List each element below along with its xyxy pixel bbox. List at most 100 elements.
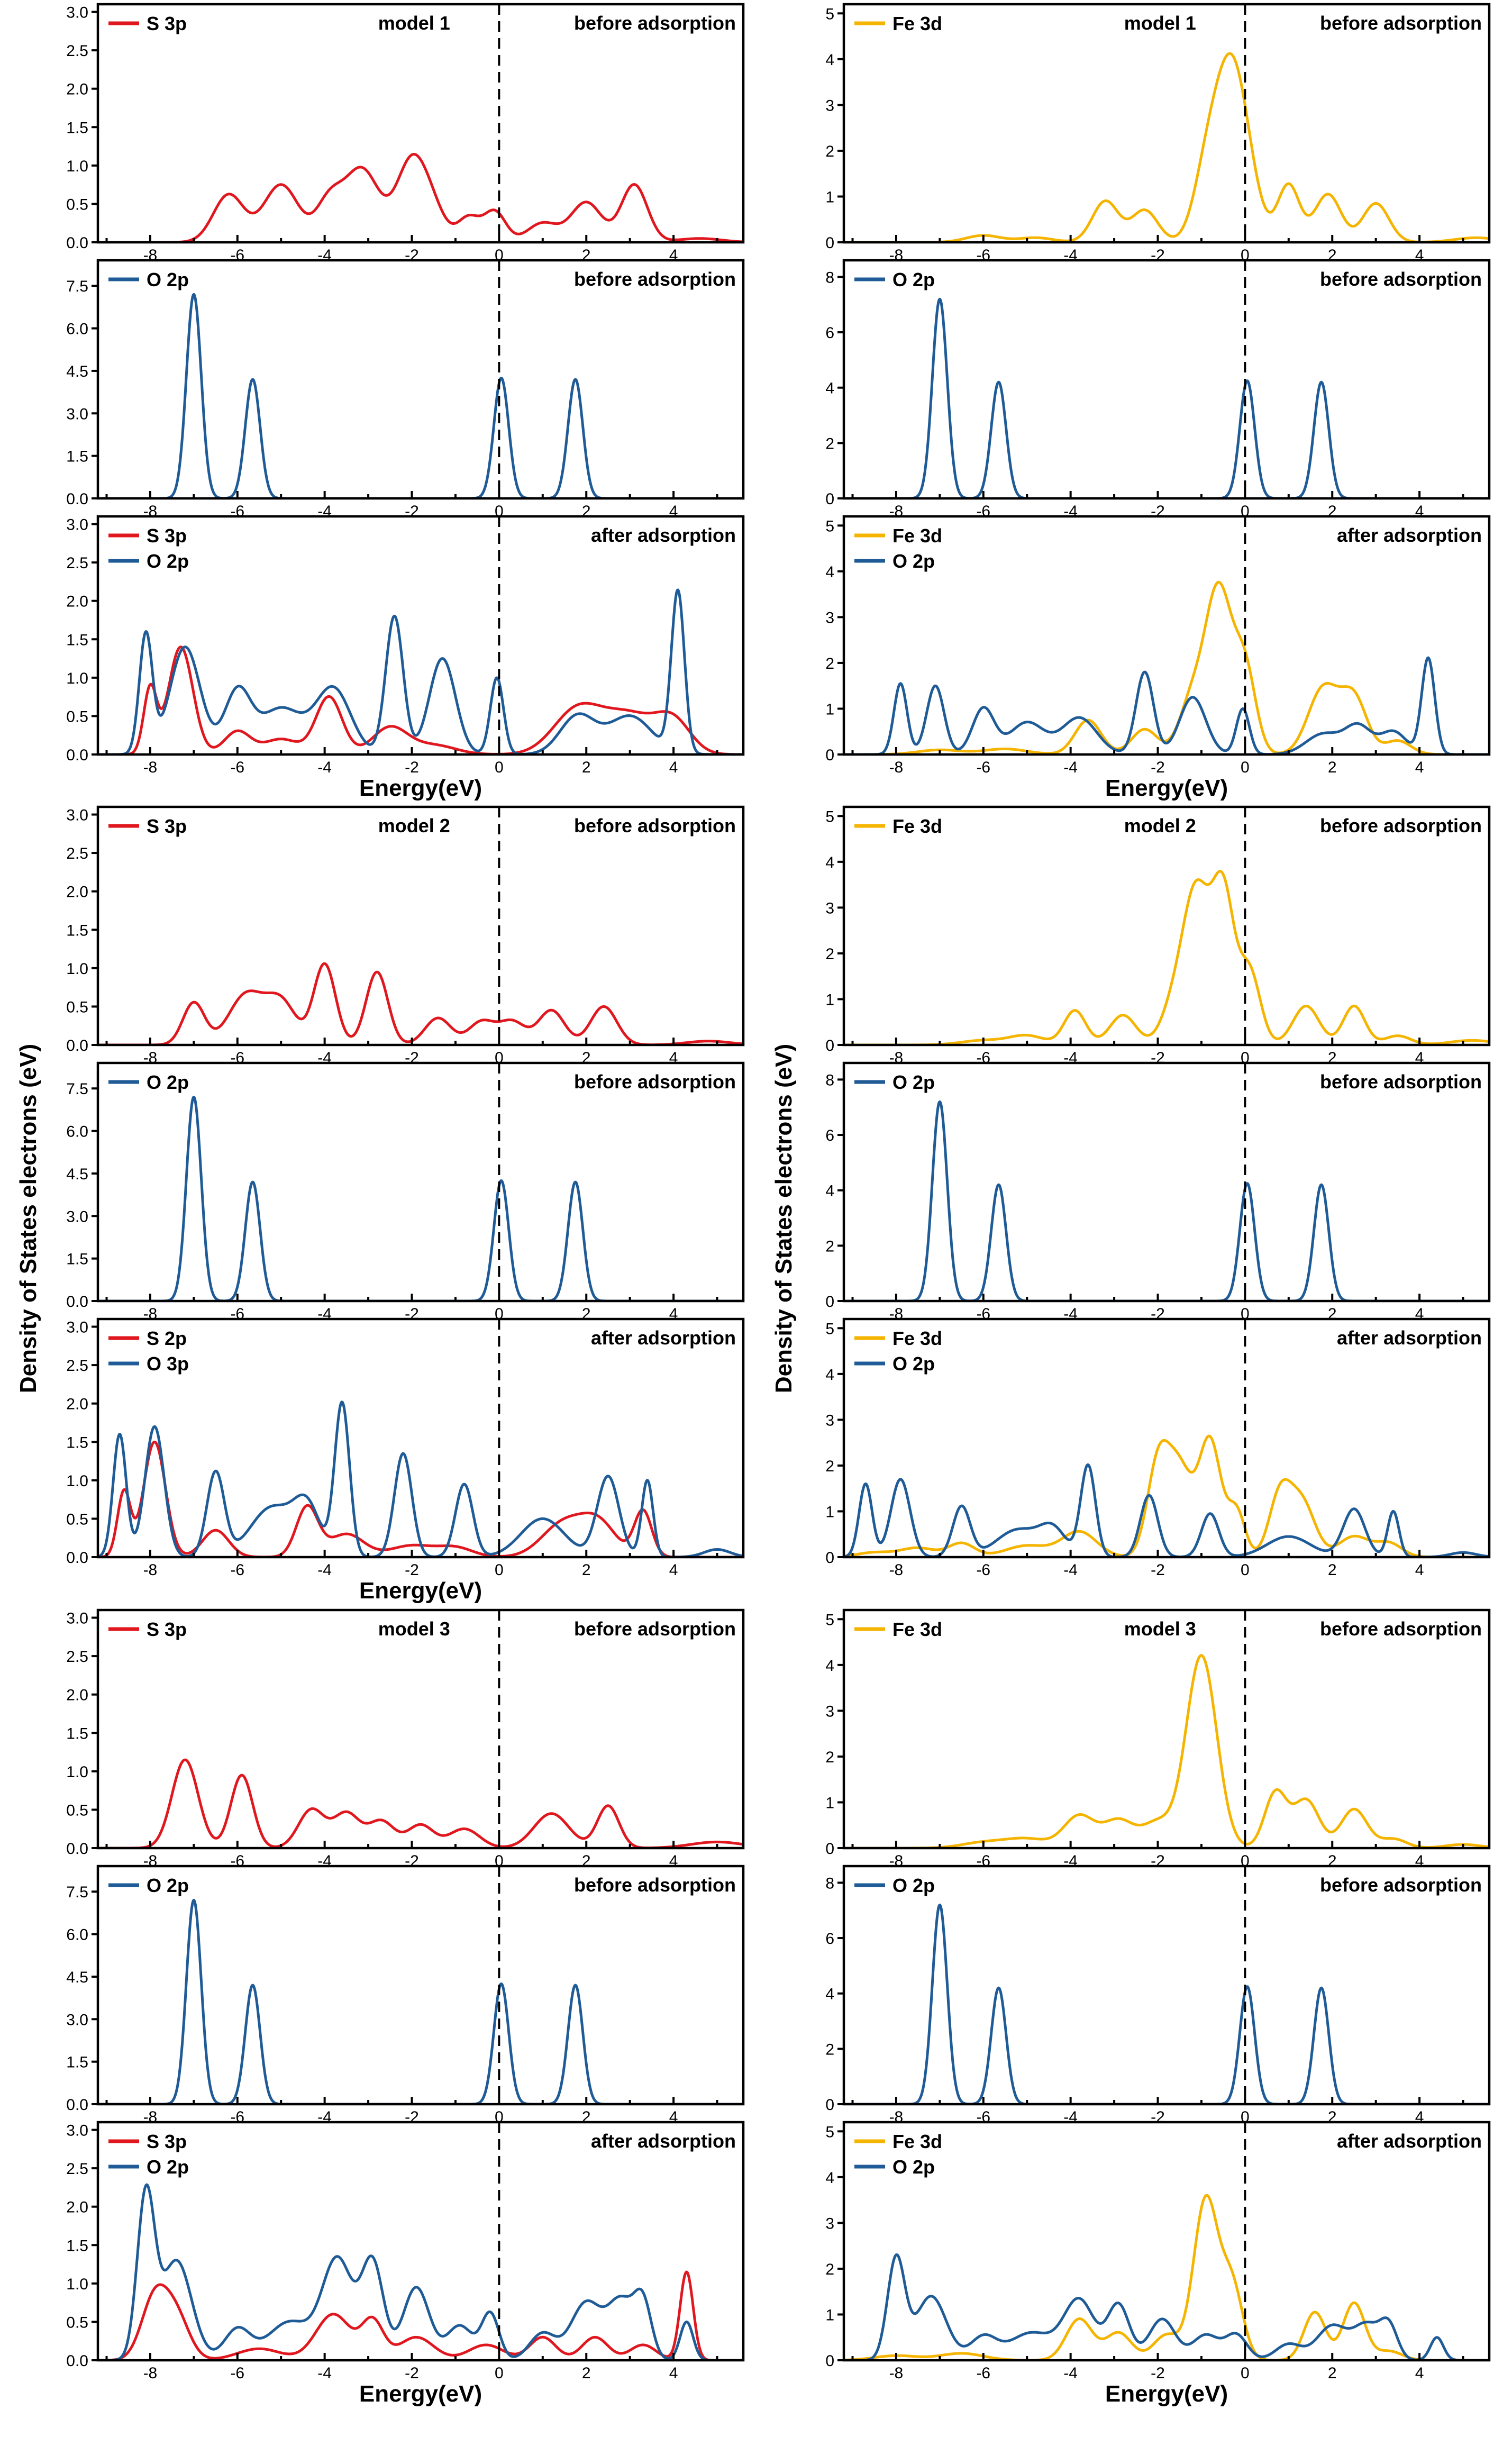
panel-left-1-ytick-label: 1.5 bbox=[66, 119, 88, 137]
panel-right-3-ytick-label: 3 bbox=[825, 609, 834, 626]
panel-left-5-ytick-label: 6.0 bbox=[66, 1123, 88, 1141]
panel-left-7-title: before adsorption bbox=[574, 1618, 736, 1640]
panel-right-8-title: before adsorption bbox=[1320, 1874, 1482, 1896]
panel-right-6-title: after adsorption bbox=[1337, 1327, 1482, 1349]
panel-left-4-model-label: model 2 bbox=[378, 815, 450, 836]
panel-left-9-xtick-label: 2 bbox=[582, 2365, 591, 2382]
panel-left-6-series-o-3p bbox=[98, 1401, 743, 1557]
panel-left-2-ytick-label: 7.5 bbox=[66, 278, 88, 295]
panel-right-9-legend-label: Fe 3d bbox=[892, 2131, 942, 2152]
panel-right-9-xtick-label: -4 bbox=[1063, 2365, 1078, 2382]
panel-left-9-ytick-label: 0.0 bbox=[66, 2352, 88, 2370]
panel-right-5-ytick-label: 4 bbox=[825, 1183, 834, 1200]
panel-left-2-curves bbox=[98, 293, 743, 498]
panel-left-2-frame bbox=[96, 259, 745, 500]
panel-left-7-series-s-3p bbox=[98, 1758, 743, 1848]
panel-right-9-xtick-label: -2 bbox=[1151, 2365, 1165, 2382]
panel-left-9-curves bbox=[98, 2183, 743, 2360]
panel-left-3-legend-label: S 3p bbox=[147, 525, 187, 547]
panel-right-6-legend-label: O 2p bbox=[892, 1353, 935, 1375]
panel-left-3-xtick-label: -2 bbox=[405, 759, 419, 776]
panel-left-4-ytick-label: 0.0 bbox=[66, 1037, 88, 1054]
panel-right-9-frame bbox=[842, 2121, 1491, 2362]
panel-right-9-ytick-label: 4 bbox=[825, 2169, 834, 2187]
panel-left-9-ytick-label: 1.0 bbox=[66, 2276, 88, 2293]
panel-grid: -8 -6 -4 -2 0 2 4 0.0 0.5 1.0 1.5 2.0 2.5 3.0 S 3p befo… bbox=[66, 3, 1491, 2407]
panel-right-4-curves bbox=[844, 870, 1489, 1045]
panel-right-5-ytick-label: 2 bbox=[825, 1238, 834, 1255]
panel-left-6-xtick-label: -6 bbox=[230, 1561, 244, 1579]
panel-right-6-xtick-label: 0 bbox=[1241, 1561, 1250, 1579]
panel-left-8-ytick-label: 7.5 bbox=[66, 1884, 88, 1901]
panel-left-4-ytick-label: 2.0 bbox=[66, 884, 88, 901]
panel-right-9-ytick-label: 0 bbox=[825, 2352, 834, 2370]
panel-left-9-xtick-label: -6 bbox=[230, 2365, 244, 2382]
panel-left-4-curves bbox=[98, 962, 743, 1045]
panel-left-9-legend-label: O 2p bbox=[147, 2156, 189, 2178]
panel-left-9-title: after adsorption bbox=[591, 2130, 736, 2152]
panel-left-1-ytick-label: 1.0 bbox=[66, 158, 88, 175]
panel-right-3-ytick-label: 4 bbox=[825, 563, 834, 581]
panel-right-8-ytick-label: 4 bbox=[825, 1986, 834, 2003]
panel-right-1-ytick-label: 2 bbox=[825, 143, 834, 160]
panel-right-6-xtick-label: 2 bbox=[1328, 1561, 1337, 1579]
panel-left-1-frame bbox=[96, 3, 745, 244]
panel-right-2-ytick-label: 8 bbox=[825, 269, 834, 286]
panel-right-7-ytick-label: 4 bbox=[825, 1657, 834, 1675]
panel-right-9-ytick-label: 3 bbox=[825, 2215, 834, 2232]
panel-right-9-xtick-label: -6 bbox=[976, 2365, 990, 2382]
panel-right-3-ytick-label: 5 bbox=[825, 517, 834, 535]
panel-right-8-legend-label: O 2p bbox=[892, 1875, 935, 1896]
panel-right-8-ytick-label: 0 bbox=[825, 2096, 834, 2114]
panel-right-5-title: before adsorption bbox=[1320, 1071, 1482, 1093]
panel-left-9-series-o-2p bbox=[98, 2183, 743, 2360]
panel-right-7-ytick-label: 1 bbox=[825, 1794, 834, 1812]
panel-right-9-series-o-2p bbox=[844, 2253, 1489, 2360]
panel-left-3-ytick-label: 3.0 bbox=[66, 516, 88, 534]
panel-left-2-ytick-label: 3.0 bbox=[66, 405, 88, 423]
panel-left-3-xtick-label: 2 bbox=[582, 759, 591, 776]
panel-right-2-ytick-label: 4 bbox=[825, 380, 834, 397]
panel-left-9-frame bbox=[96, 2121, 745, 2362]
panel-right-8-frame bbox=[842, 1865, 1491, 2106]
panel-left-8-ytick-label: 3.0 bbox=[66, 2011, 88, 2029]
panel-right-6-xtick-label: -2 bbox=[1151, 1561, 1165, 1579]
panel-left-5-curves bbox=[98, 1095, 743, 1301]
panel-left-2-ytick-label: 6.0 bbox=[66, 321, 88, 338]
panel-right-5-frame bbox=[842, 1061, 1491, 1303]
panel-left-6-ytick-label: 0.0 bbox=[66, 1549, 88, 1567]
panel-left-3-ytick-label: 0.5 bbox=[66, 708, 88, 725]
panel-right-8-series-o-2p bbox=[844, 1903, 1489, 2104]
panel-left-8-legend-label: O 2p bbox=[147, 1875, 189, 1896]
panel-left-2-ytick-label: 1.5 bbox=[66, 448, 88, 466]
panel-right-4-frame bbox=[842, 805, 1491, 1047]
panel-right-9: -8 -6 -4 -2 0 2 4 0 1 2 3 4 5 Fe 3d O 2p after adsorpti… bbox=[825, 2121, 1491, 2407]
panel-right-7-legend-label: Fe 3d bbox=[892, 1618, 942, 1640]
panel-right-2-series-o-2p bbox=[844, 297, 1489, 498]
panel-left-3-x-axis-label: Energy(eV) bbox=[359, 775, 482, 801]
panel-left-2-title: before adsorption bbox=[574, 268, 736, 290]
panel-left-1-ytick-label: 2.0 bbox=[66, 81, 88, 98]
panel-right-3-xtick-label: -6 bbox=[976, 759, 990, 776]
panel-right-9-xtick-label: 0 bbox=[1241, 2365, 1250, 2382]
panel-right-3-ytick-label: 1 bbox=[825, 701, 834, 718]
panel-left-6-ytick-label: 3.0 bbox=[66, 1319, 88, 1336]
panel-left-3-series-o-2p bbox=[98, 588, 743, 754]
panel-right-9-title: after adsorption bbox=[1337, 2130, 1482, 2152]
panel-left-8: -8 -6 -4 -2 0 2 40.01.53.04.56.07.5 O 2p before … bbox=[66, 1865, 745, 2126]
panel-left-5-ytick-label: 1.5 bbox=[66, 1251, 88, 1268]
panel-right-3-ytick-label: 0 bbox=[825, 747, 834, 764]
y-axis-label-right: Density of States electrons (eV) bbox=[771, 1044, 797, 1393]
panel-right-7-title: before adsorption bbox=[1320, 1618, 1482, 1640]
panel-right-9-legend-label: O 2p bbox=[892, 2156, 935, 2178]
panel-right-7-ytick-label: 0 bbox=[825, 1840, 834, 1858]
panel-right-1-ytick-label: 1 bbox=[825, 188, 834, 206]
panel-left-6-legend-label: S 2p bbox=[147, 1327, 187, 1349]
panel-left-6-xtick-label: -8 bbox=[143, 1561, 158, 1579]
panel-left-5-ytick-label: 4.5 bbox=[66, 1166, 88, 1183]
panel-right-9-xtick-label: 4 bbox=[1415, 2365, 1424, 2382]
panel-right-3-series-o-2p bbox=[844, 656, 1489, 754]
panel-left-7-ytick-label: 0.0 bbox=[66, 1840, 88, 1858]
